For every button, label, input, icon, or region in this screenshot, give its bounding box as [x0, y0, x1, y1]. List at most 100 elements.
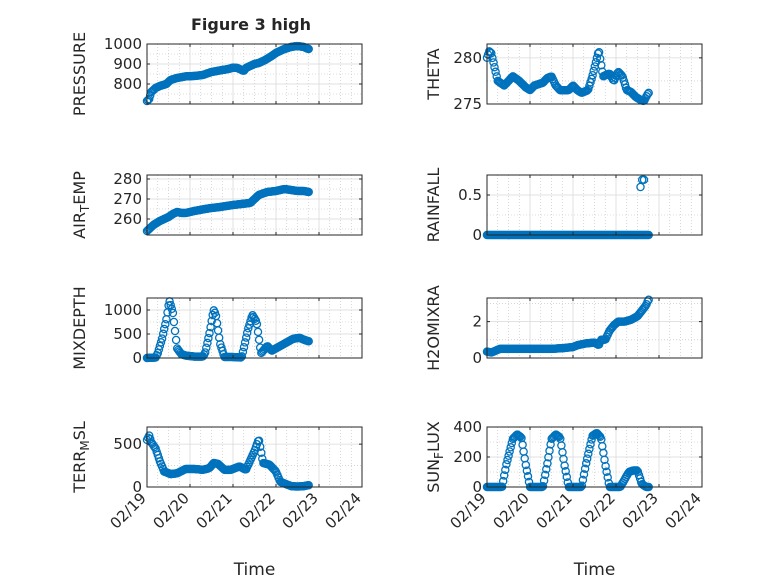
data-point: [600, 455, 609, 464]
data-point: [237, 352, 247, 361]
y-tick-label: 280: [113, 170, 142, 188]
subplot-airtemp: 260 270 280 AIRTEMP: [70, 170, 363, 239]
x-tick-label: 02/19: [107, 489, 150, 532]
x-tick-label: 02/19: [447, 489, 490, 532]
data-point: [253, 327, 263, 337]
data-point: [207, 316, 216, 326]
data-point: [635, 474, 645, 483]
data-point: [632, 466, 642, 475]
data-point: [521, 460, 531, 470]
subplot-h2omixra: 0 2 H2OMIXRA: [424, 285, 703, 371]
data-point: [304, 336, 313, 346]
y-axis-label: H2OMIXRA: [424, 285, 443, 371]
data-point: [581, 459, 591, 468]
series-points: [482, 47, 653, 106]
data-point: [169, 317, 179, 327]
y-tick-label: 400: [453, 418, 482, 436]
y-tick-label: 800: [113, 75, 142, 93]
data-point: [516, 432, 525, 442]
data-point: [252, 319, 262, 329]
data-point: [239, 342, 249, 352]
data-point: [254, 436, 264, 445]
axes-frame: [146, 43, 363, 105]
data-point: [578, 475, 588, 485]
y-tick-label: 500: [113, 435, 142, 453]
data-point: [206, 322, 215, 332]
data-point: [200, 348, 210, 357]
subplot-rainfall: 0 0.5 RAINFALL: [424, 168, 703, 244]
y-tick-label: 260: [113, 210, 142, 228]
y-tick-label: 270: [113, 190, 142, 208]
data-point: [491, 67, 500, 77]
y-tick-label: 0: [472, 226, 482, 244]
data-point: [522, 466, 532, 475]
data-point: [490, 62, 499, 72]
data-point: [644, 88, 653, 98]
y-axis-label: SUNFLUX: [424, 421, 446, 493]
data-point: [586, 440, 595, 449]
data-point: [601, 461, 610, 471]
data-point: [304, 481, 313, 490]
data-point: [240, 338, 250, 347]
y-tick-label: 2: [472, 313, 482, 331]
data-point: [501, 465, 510, 475]
data-point: [250, 314, 260, 324]
data-point: [502, 460, 511, 469]
axes-frame: [146, 174, 363, 236]
data-point: [523, 472, 533, 481]
data-point: [543, 459, 552, 468]
axes-frame: [486, 43, 703, 105]
data-point: [505, 447, 514, 456]
series-points: [142, 297, 313, 363]
data-point: [203, 338, 212, 348]
series-points: [142, 184, 313, 236]
data-point: [554, 432, 564, 442]
x-tick-label: 02/23: [619, 489, 662, 532]
data-point: [487, 49, 496, 58]
data-point: [582, 454, 592, 463]
data-point: [585, 444, 594, 454]
x-tick-label: 02/23: [279, 489, 322, 532]
y-axis-label: TERRMSL: [70, 421, 92, 494]
series-points: [482, 295, 653, 357]
data-point: [542, 465, 551, 474]
data-point: [254, 335, 264, 345]
data-point: [257, 448, 266, 457]
data-point: [489, 58, 498, 67]
axes-frame: [486, 297, 703, 359]
axes-frame: [146, 426, 363, 488]
data-point: [594, 48, 604, 57]
y-tick-label: 0: [472, 478, 482, 496]
data-point: [584, 449, 593, 459]
y-axis-label: AIRTEMP: [70, 171, 92, 239]
data-point: [251, 316, 261, 325]
x-tick-label: 02/21: [193, 489, 236, 532]
y-axis-label: RAINFALL: [424, 168, 443, 243]
data-point: [582, 86, 592, 95]
data-point: [255, 442, 265, 451]
data-point: [503, 455, 512, 465]
data-point: [553, 431, 563, 441]
data-point: [166, 300, 175, 310]
data-point: [538, 481, 548, 491]
data-point: [506, 443, 515, 452]
x-tick-label: 02/24: [322, 489, 365, 532]
data-point: [150, 442, 159, 452]
data-point: [639, 175, 649, 185]
y-tick-label: 280: [453, 49, 482, 67]
data-point: [238, 347, 248, 357]
y-tick-label: 500: [113, 325, 142, 343]
x-tick-label: 02/22: [236, 489, 279, 532]
data-point: [593, 49, 603, 58]
data-point: [159, 324, 169, 334]
data-point: [155, 341, 165, 351]
data-point: [171, 335, 181, 345]
data-point: [499, 471, 509, 480]
data-point: [592, 53, 602, 63]
subplot-theta: 275 280 THETA: [424, 43, 703, 113]
y-axis-label: MIXDEPTH: [70, 286, 89, 369]
data-point: [242, 328, 252, 338]
y-tick-label: 200: [453, 448, 482, 466]
